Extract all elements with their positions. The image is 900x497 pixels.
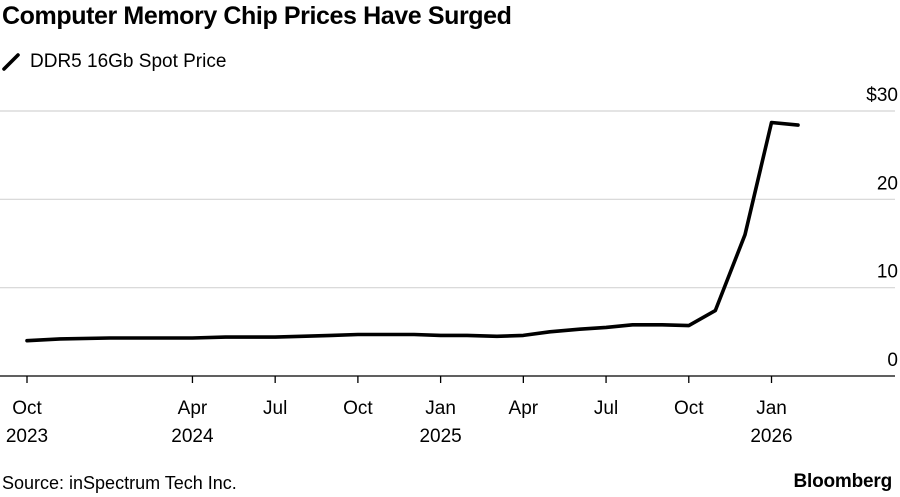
legend-line-icon — [2, 52, 22, 72]
y-tick-label: $30 — [866, 85, 898, 106]
x-tick-label: Oct — [674, 398, 704, 419]
legend-label: DDR5 16Gb Spot Price — [30, 51, 227, 72]
x-tick-label: Apr — [509, 398, 539, 419]
chart-title: Computer Memory Chip Prices Have Surged — [2, 2, 512, 30]
y-tick-label: 20 — [877, 173, 898, 194]
bloomberg-logo: Bloomberg — [793, 471, 893, 492]
x-tick-label: Jan — [756, 398, 787, 419]
series-line-ddr5-spot-price — [25, 120, 800, 343]
x-tick-year-label: 2023 — [6, 426, 48, 447]
x-tick-label: Jul — [594, 398, 618, 419]
y-tick-label: 0 — [887, 350, 898, 371]
x-tick-label: Oct — [12, 398, 42, 419]
x-tick-label: Apr — [178, 398, 208, 419]
x-tick-year-label: 2026 — [750, 426, 792, 447]
x-tick-label: Oct — [343, 398, 373, 419]
x-tick-label: Jan — [425, 398, 456, 419]
x-tick-year-label: 2024 — [171, 426, 214, 447]
y-tick-label: 10 — [877, 262, 898, 283]
x-tick-year-label: 2025 — [419, 426, 461, 447]
source-note: Source: inSpectrum Tech Inc. — [2, 473, 237, 493]
legend: DDR5 16Gb Spot Price — [2, 50, 226, 74]
x-tick-label: Jul — [263, 398, 287, 419]
